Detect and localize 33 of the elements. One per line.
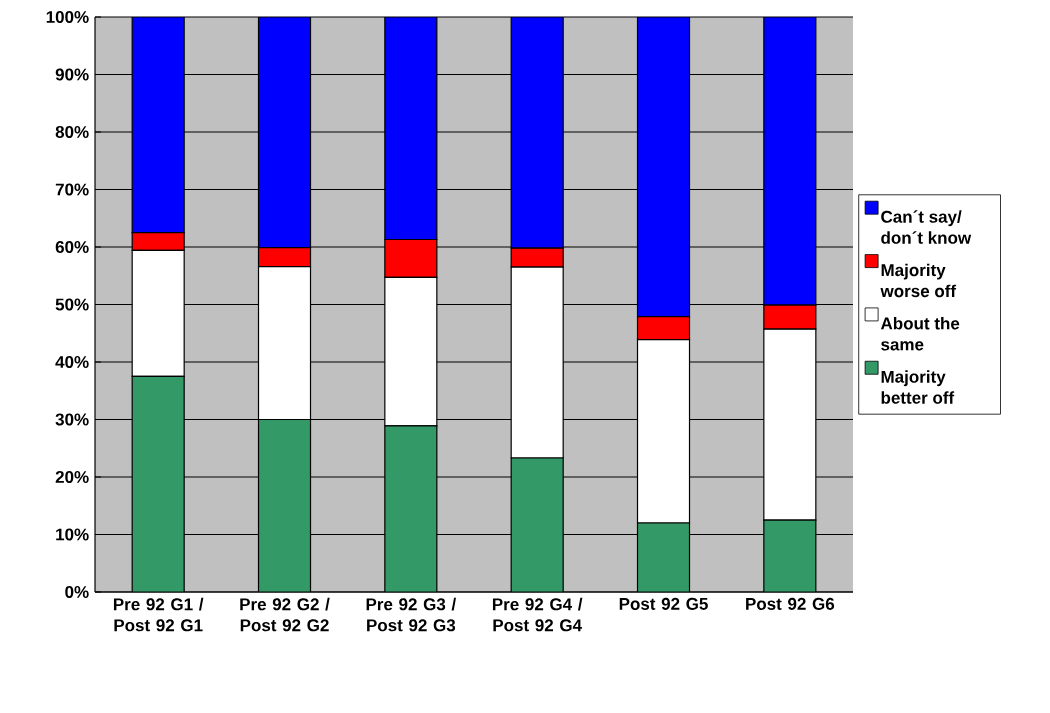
x-tick-label: Post 92 G5 [619, 597, 708, 610]
y-tick-label: 70% [55, 183, 89, 196]
x-tick-label: Pre 92 G4 / Post 92 G4 [492, 597, 583, 632]
y-tick-label: 50% [55, 298, 89, 311]
bar [510, 457, 564, 592]
y-tick-label: 90% [55, 68, 89, 81]
y-tick-label: 20% [55, 470, 89, 484]
y-tick-label: 80% [55, 125, 89, 139]
y-tick-label: 10% [56, 528, 89, 541]
y-tick-label: 60% [55, 240, 89, 254]
bar [636, 16, 691, 318]
x-tick-label: Pre 92 G2 / Post 92 G2 [240, 597, 330, 632]
bar [131, 375, 185, 592]
y-tick-label: 30% [55, 413, 89, 426]
bar [384, 16, 438, 241]
bar [131, 16, 185, 234]
legend-label: Can´t say/ don´t know [881, 210, 972, 244]
legend-label: Majority better off [881, 370, 955, 404]
bar [384, 425, 438, 592]
bar [257, 16, 312, 249]
bar [636, 522, 691, 592]
bar [763, 519, 817, 592]
y-tick-label: 0% [65, 585, 89, 599]
bar [257, 418, 312, 592]
bar [763, 16, 817, 306]
legend-label: Majority worse off [880, 263, 957, 298]
x-tick-label: Post 92 G6 [746, 597, 835, 610]
y-tick-label: 100% [46, 10, 89, 24]
x-tick-label: Pre 92 G1 / Post 92 G1 [113, 597, 204, 632]
bar [510, 16, 564, 249]
x-tick-label: Pre 92 G3 / Post 92 G3 [366, 597, 457, 632]
legend-label: About the same [880, 316, 960, 351]
y-tick-label: 40% [55, 355, 89, 369]
